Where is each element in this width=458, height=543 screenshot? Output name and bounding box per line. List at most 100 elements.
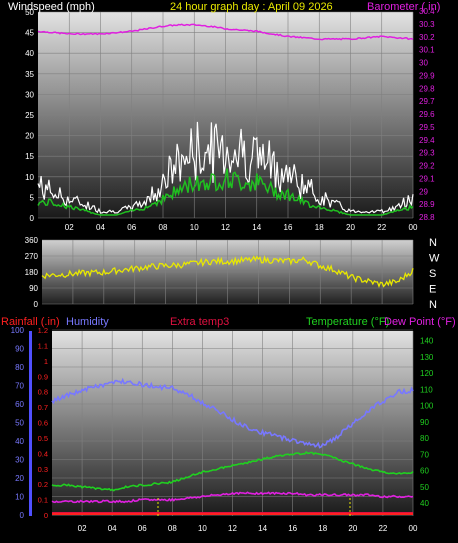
temperature-tick-label: 110 — [420, 385, 433, 394]
direction-tick-label: 0 — [34, 300, 39, 309]
humidity-tick-label: 80 — [15, 363, 24, 372]
lower-x-tick-label: 02 — [78, 524, 87, 533]
barometer-tick-label: 30.4 — [419, 7, 435, 16]
x-tick-label: 08 — [159, 223, 168, 232]
rainfall-tick-label: 0.4 — [38, 449, 48, 458]
windspeed-tick-label: 15 — [25, 152, 34, 161]
temperature-tick-label: 80 — [420, 434, 429, 443]
lower-x-tick-label: 06 — [138, 524, 147, 533]
rainfall-tick-label: 1.1 — [38, 341, 48, 350]
barometer-tick-label: 29.1 — [419, 174, 435, 183]
direction-tick-label: 270 — [25, 252, 39, 261]
barometer-tick-label: 30.3 — [419, 20, 435, 29]
windspeed-axis-label: Windspeed (mph) — [8, 1, 95, 13]
extra-temp3-label: Extra temp3 — [170, 316, 229, 328]
lower-x-tick-label: 10 — [198, 524, 207, 533]
temperature-tick-label: 130 — [420, 353, 434, 362]
windspeed-tick-label: 0 — [30, 214, 35, 223]
rainfall-tick-label: 0.5 — [38, 434, 48, 443]
compass-label: N — [429, 237, 437, 249]
temperature-line — [51, 450, 414, 492]
rainfall-tick-label: 0.1 — [38, 496, 48, 505]
x-tick-label: 02 — [65, 223, 74, 232]
humidity-tick-label: 60 — [15, 400, 24, 409]
x-tick-label: 12 — [221, 223, 230, 232]
lower-x-tick-label: 16 — [288, 524, 297, 533]
x-tick-label: 14 — [252, 223, 261, 232]
barometer-axis-label: Barometer ( in) — [367, 1, 440, 13]
rainfall-tick-label: 0.7 — [38, 403, 48, 412]
barometer-tick-label: 30.2 — [419, 33, 435, 42]
humidity-line — [51, 377, 414, 449]
windspeed-tick-label: 50 — [25, 8, 34, 17]
temperature-axis-label: Temperature (°F) — [306, 316, 389, 328]
compass-label: E — [429, 284, 436, 296]
temperature-tick-label: 90 — [420, 418, 429, 427]
humidity-axis-label: Humidity — [66, 316, 109, 328]
barometer-tick-label: 28.9 — [419, 200, 435, 209]
lower-x-tick-label: 04 — [108, 524, 117, 533]
x-tick-label: 18 — [315, 223, 324, 232]
temperature-tick-label: 120 — [420, 369, 434, 378]
rainfall-tick-label: 0.3 — [38, 465, 48, 474]
barometer-tick-label: 29.3 — [419, 149, 435, 158]
rainfall-tick-label: 0.8 — [38, 388, 48, 397]
rainfall-tick-label: 0.2 — [38, 480, 48, 489]
barometer-tick-label: 30.1 — [419, 46, 435, 55]
lower-x-tick-label: 18 — [318, 524, 327, 533]
rainfall-tick-label: 0 — [44, 511, 48, 520]
x-tick-label: 22 — [377, 223, 386, 232]
humidity-tick-label: 30 — [15, 456, 24, 465]
direction-tick-label: 90 — [29, 284, 38, 293]
barometer-tick-label: 29.2 — [419, 162, 435, 171]
dew-point-line — [51, 491, 414, 504]
direction-tick-label: 180 — [25, 268, 39, 277]
temperature-tick-label: 40 — [420, 499, 429, 508]
x-tick-label: 06 — [127, 223, 136, 232]
compass-label: W — [429, 253, 440, 265]
wind-direction-line — [41, 254, 414, 289]
humidity-tick-label: 20 — [15, 474, 24, 483]
x-tick-label: 00 — [409, 223, 418, 232]
humidity-tick-label: 50 — [15, 419, 24, 428]
barometer-tick-label: 29.8 — [419, 84, 435, 93]
temperature-tick-label: 50 — [420, 483, 429, 492]
compass-label: S — [429, 268, 436, 280]
lower-x-tick-label: 00 — [409, 524, 418, 533]
direction-tick-label: 360 — [25, 236, 39, 245]
lower-x-tick-label: 22 — [378, 524, 387, 533]
windspeed-tick-label: 40 — [25, 49, 34, 58]
barometer-tick-label: 30 — [419, 59, 428, 68]
barometer-tick-label: 29.4 — [419, 136, 435, 145]
barometer-tick-label: 29.6 — [419, 110, 435, 119]
x-tick-label: 20 — [346, 223, 355, 232]
humidity-tick-label: 70 — [15, 382, 24, 391]
lower-x-tick-label: 12 — [228, 524, 237, 533]
windspeed-tick-label: 30 — [25, 90, 34, 99]
humidity-tick-label: 100 — [11, 326, 25, 335]
temperature-tick-label: 100 — [420, 402, 434, 411]
x-tick-label: 04 — [96, 223, 105, 232]
windspeed-tick-label: 35 — [25, 70, 34, 79]
compass-label: N — [429, 299, 437, 311]
temperature-tick-label: 60 — [420, 467, 429, 476]
x-tick-label: 16 — [284, 223, 293, 232]
barometer-tick-label: 29 — [419, 187, 428, 196]
chart-title: 24 hour graph day : April 09 2026 — [170, 1, 333, 13]
rainfall-tick-label: 0.6 — [38, 419, 48, 428]
humidity-tick-label: 0 — [20, 511, 25, 520]
humidity-tick-label: 10 — [15, 493, 24, 502]
lower-x-tick-label: 14 — [258, 524, 267, 533]
rainfall-tick-label: 0.9 — [38, 372, 48, 381]
lower-x-tick-label: 20 — [348, 524, 357, 533]
windspeed-tick-label: 5 — [30, 193, 35, 202]
humidity-tick-label: 40 — [15, 437, 24, 446]
rainfall-tick-label: 1 — [44, 357, 48, 366]
barometer-tick-label: 29.9 — [419, 71, 435, 80]
temperature-tick-label: 140 — [420, 337, 434, 346]
windspeed-tick-label: 45 — [25, 29, 34, 38]
wind-average-line — [37, 168, 414, 216]
windspeed-tick-label: 20 — [25, 132, 34, 141]
humidity-scale-bar — [29, 331, 32, 516]
